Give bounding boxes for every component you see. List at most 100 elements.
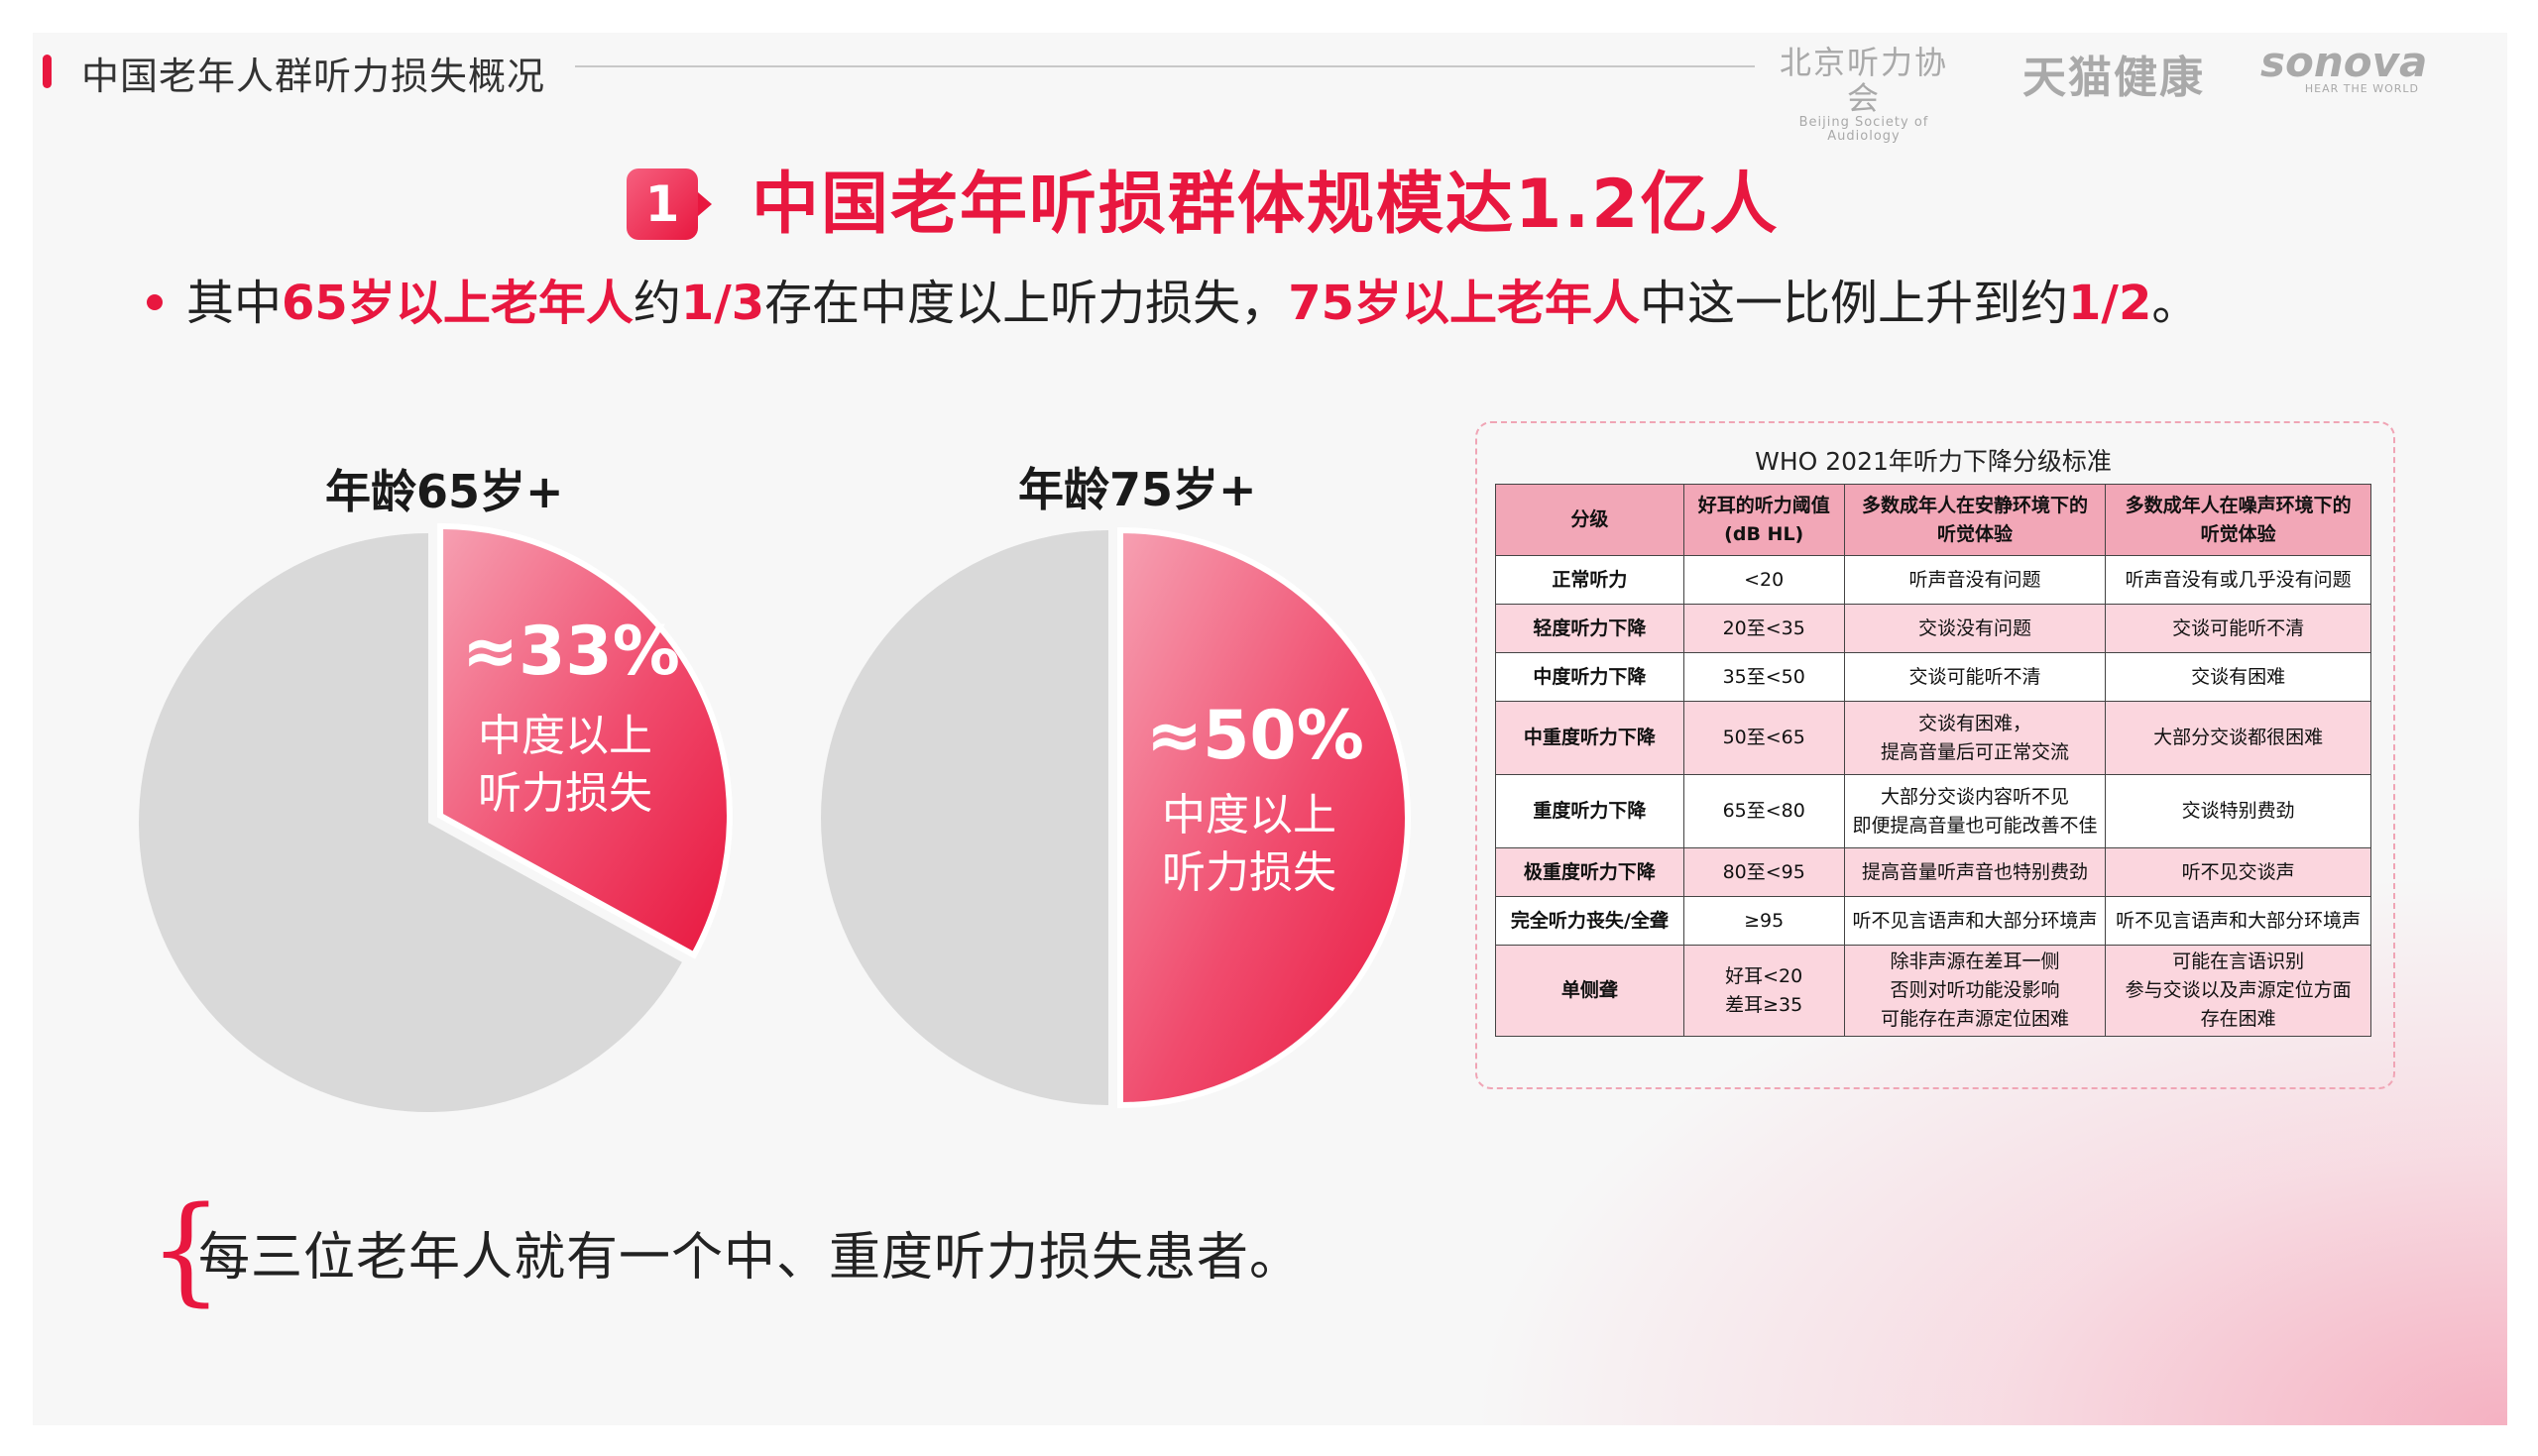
column-header-line: 多数成年人在噪声环境下的	[2125, 494, 2352, 516]
table-row: 重度听力下降 65至<80 大部分交谈内容听不见即便提高音量也可能改善不佳 交谈特别费…	[1495, 774, 2371, 848]
table-header-row: 分级 好耳的听力阈值 (dB HL) 多数成年人在安静环境下的 听觉体验 多数成年人在噪声…	[1495, 484, 2371, 556]
pie-chart-65: ≈33% 中度以上 听力损失	[139, 522, 733, 1112]
subtitle-part: 存在中度以上听力损失，	[764, 276, 1289, 331]
grade-cell: 单侧聋	[1495, 945, 1684, 1037]
threshold-line: 50至<65	[1722, 727, 1805, 748]
quiet-cell: 听不见言语声和大部分环境声	[1843, 896, 2107, 946]
noise-cell: 听声音没有或几乎没有问题	[2105, 555, 2371, 605]
pie2-line2: 听力损失	[1162, 847, 1336, 898]
column-header: 多数成年人在噪声环境下的 听觉体验	[2105, 484, 2371, 556]
headline-number-badge: 1	[627, 168, 712, 240]
quiet-line: 大部分交谈内容听不见	[1880, 785, 2069, 808]
grade-cell: 轻度听力下降	[1495, 604, 1684, 653]
noise-line: 听声音没有或几乎没有问题	[2125, 568, 2352, 591]
quiet-line: 交谈有困难，	[1917, 712, 2031, 734]
quiet-line: 听不见言语声和大部分环境声	[1852, 909, 2098, 932]
pie1-line2: 听力损失	[478, 768, 652, 819]
table-row: 中度听力下降 35至<50 交谈可能听不清 交谈有困难	[1495, 652, 2371, 702]
table-row: 轻度听力下降 20至<35 交谈没有问题 交谈可能听不清	[1495, 604, 2371, 653]
quiet-line: 交谈可能听不清	[1908, 665, 2041, 688]
noise-line: 参与交谈以及声源定位方面	[2125, 979, 2352, 1001]
pie-chart-75: ≈50% 中度以上 听力损失	[821, 526, 1411, 1109]
noise-line: 听不见言语声和大部分环境声	[2116, 909, 2362, 932]
bsa-logo-cn: 北京听力协会	[1779, 44, 1948, 117]
quiet-line: 除非声源在差耳一侧	[1890, 951, 2060, 972]
column-header: 好耳的听力阈值 (dB HL)	[1682, 484, 1845, 556]
quiet-cell: 交谈有困难， 提高音量后可正常交流	[1843, 701, 2107, 775]
tmall-health-logo: 天猫健康	[2022, 53, 2205, 103]
who-table-head: 分级 好耳的听力阈值 (dB HL) 多数成年人在安静环境下的 听觉体验 多数成年人在噪声…	[1495, 484, 2371, 556]
noise-line: 可能在言语识别	[2172, 951, 2305, 972]
table-row: 完全听力丧失/全聋 ≥95 听不见言语声和大部分环境声 听不见言语声和大部分环境声	[1495, 896, 2371, 946]
threshold-line: ≥95	[1744, 909, 1785, 932]
pie-slice-rest	[821, 530, 1108, 1105]
threshold-line: 35至<50	[1722, 665, 1805, 688]
noise-line: 交谈特别费劲	[2181, 800, 2295, 822]
pie-slice-highlight	[1117, 526, 1411, 1109]
who-table-body: 正常听力 <20 听声音没有问题 听声音没有或几乎没有问题轻度听力下降 20至<35 交谈…	[1495, 555, 2371, 1037]
pie2-line1: 中度以上	[1162, 790, 1336, 840]
threshold-line: 20至<35	[1722, 616, 1805, 639]
section-title: 中国老年人群听力损失概况	[81, 55, 546, 98]
pie1-line1: 中度以上	[478, 711, 652, 761]
bsa-logo: 北京听力协会 Beijing Society of Audiology	[1765, 45, 1963, 144]
subtitle-part: 其中	[186, 276, 283, 331]
table-row: 极重度听力下降 80至<95 提高音量听声音也特别费劲 听不见交谈声	[1495, 847, 2371, 897]
sonova-logo-tagline: HEAR THE WORLD	[2304, 82, 2419, 95]
threshold-cell: 65至<80	[1682, 774, 1845, 848]
sonova-logo: sonova HEAR THE WORLD	[2260, 38, 2428, 95]
threshold-cell: 好耳<20 差耳≥35	[1682, 945, 1845, 1037]
grade-cell: 正常听力	[1495, 555, 1684, 605]
column-header-line: 分级	[1570, 508, 1609, 530]
header-divider	[575, 65, 1755, 67]
threshold-line: 好耳<20	[1725, 964, 1803, 987]
column-header-line: 多数成年人在安静环境下的	[1861, 494, 2088, 516]
bsa-logo-en: Beijing Society of Audiology	[1798, 115, 1929, 144]
column-header: 多数成年人在安静环境下的 听觉体验	[1843, 484, 2107, 556]
threshold-cell: <20	[1682, 555, 1845, 605]
bottom-brace-icon: {	[149, 1180, 224, 1317]
pie2-title: 年龄75岁+	[1018, 463, 1257, 516]
quiet-cell: 提高音量听声音也特别费劲	[1843, 847, 2107, 897]
quiet-cell: 听声音没有问题	[1843, 555, 2107, 605]
noise-cell: 交谈有困难	[2105, 652, 2371, 702]
quiet-line: 交谈没有问题	[1917, 616, 2031, 639]
table-row: 正常听力 <20 听声音没有问题 听声音没有或几乎没有问题	[1495, 555, 2371, 605]
threshold-line: 65至<80	[1722, 800, 1805, 822]
table-row: 单侧聋 好耳<20 差耳≥35 除非声源在差耳一侧 否则对听功能没影响 可能存在声源定位困…	[1495, 945, 2371, 1037]
noise-line: 大部分交谈都很困难	[2153, 727, 2324, 748]
bullet-dot	[147, 294, 163, 310]
column-header: 分级	[1495, 484, 1684, 556]
quiet-cell: 大部分交谈内容听不见即便提高音量也可能改善不佳	[1843, 774, 2107, 848]
pie-slice-highlight	[437, 522, 733, 959]
noise-line: 交谈有困难	[2191, 665, 2286, 688]
subtitle: 其中65岁以上老年人约1/3存在中度以上听力损失，75岁以上老年人中这一比例上升…	[186, 274, 2199, 333]
column-header-line: 好耳的听力阈值	[1697, 494, 1830, 516]
threshold-line: 差耳≥35	[1725, 993, 1803, 1016]
quiet-line: 提高音量后可正常交流	[1880, 740, 2069, 763]
noise-cell: 交谈特别费劲	[2105, 774, 2371, 848]
bottom-summary: 每三位老年人就有一个中、重度听力损失患者。	[198, 1228, 1303, 1288]
table-row: 中重度听力下降 50至<65 交谈有困难， 提高音量后可正常交流 大部分交谈都很困难	[1495, 701, 2371, 775]
noise-cell: 听不见交谈声	[2105, 847, 2371, 897]
noise-line: 存在困难	[2200, 1008, 2276, 1030]
noise-line: 交谈可能听不清	[2172, 616, 2305, 639]
pie1-title: 年龄65岁+	[325, 465, 564, 518]
threshold-cell: 20至<35	[1682, 604, 1845, 653]
headline-title: 中国老年听损群体规模达1.2亿人	[751, 166, 1780, 244]
quiet-line: 可能存在声源定位困难	[1880, 1008, 2069, 1030]
subtitle-highlight: 75岁以上老年人	[1288, 276, 1640, 331]
column-header-line: (dB HL)	[1724, 522, 1804, 545]
noise-cell: 大部分交谈都很困难	[2105, 701, 2371, 775]
noise-line: 听不见交谈声	[2181, 860, 2295, 883]
sonova-logo-word: sonova	[2260, 38, 2428, 86]
quiet-line: 听声音没有问题	[1908, 568, 2041, 591]
quiet-line: 即便提高音量也可能改善不佳	[1852, 814, 2098, 837]
who-table-frame	[1475, 421, 2395, 1089]
subtitle-highlight: 1/2	[2068, 276, 2152, 331]
threshold-cell: ≥95	[1682, 896, 1845, 946]
grade-cell: 中度听力下降	[1495, 652, 1684, 702]
noise-cell: 听不见言语声和大部分环境声	[2105, 896, 2371, 946]
grade-cell: 重度听力下降	[1495, 774, 1684, 848]
quiet-cell: 除非声源在差耳一侧 否则对听功能没影响 可能存在声源定位困难	[1843, 945, 2107, 1037]
